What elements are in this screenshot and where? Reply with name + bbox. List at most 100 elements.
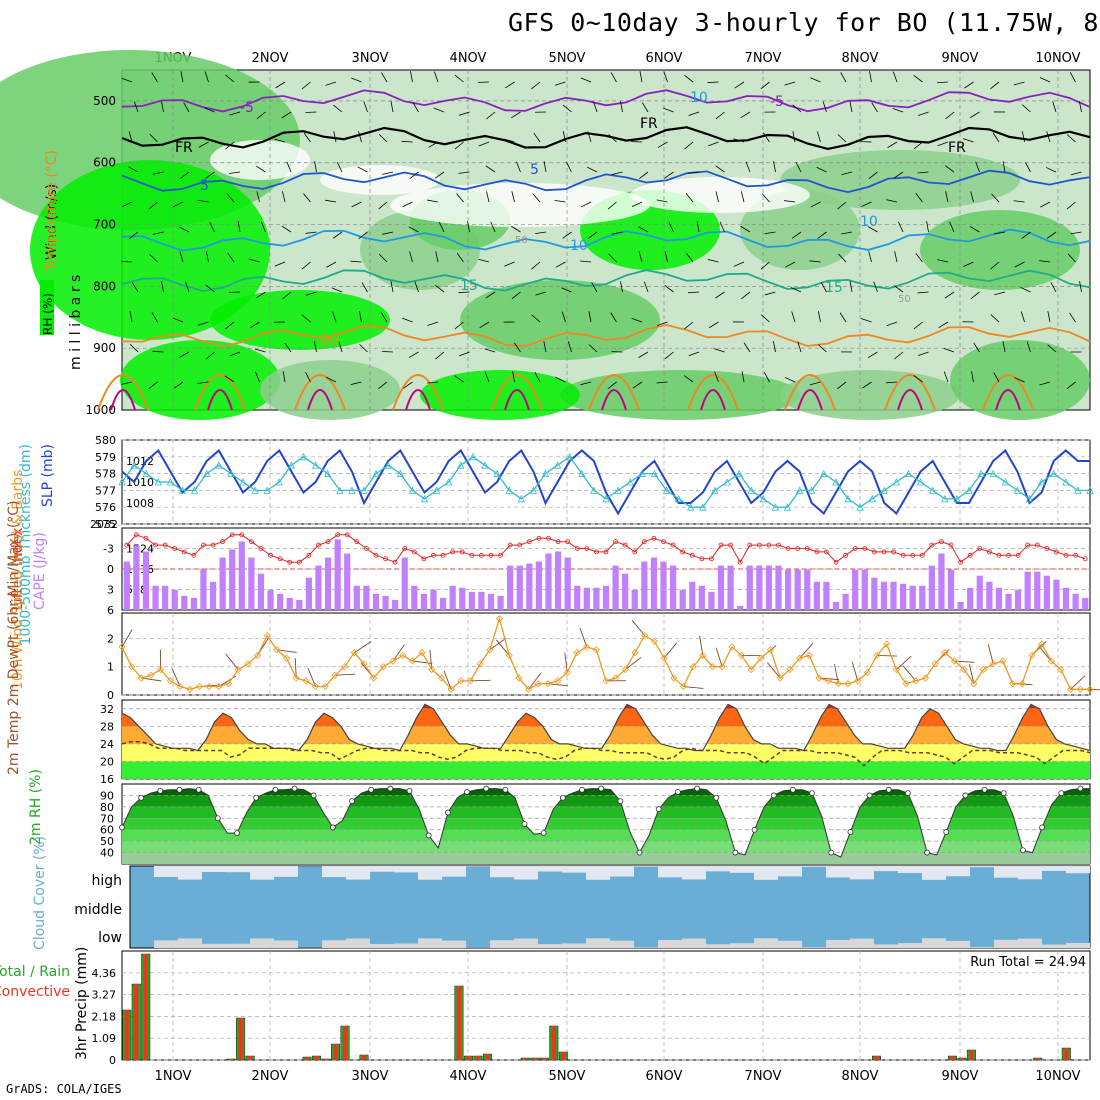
thickness-marker bbox=[868, 494, 876, 503]
wind-barb bbox=[250, 321, 260, 329]
wind-barb bbox=[254, 348, 266, 353]
wind-barb bbox=[566, 161, 572, 173]
isotherm-lobe bbox=[194, 374, 246, 411]
wind-barb bbox=[949, 221, 955, 233]
wind-barb bbox=[554, 199, 566, 203]
cape-bar bbox=[411, 585, 418, 610]
wind-marker bbox=[621, 665, 629, 674]
wind-barb bbox=[841, 171, 853, 176]
wind-barb bbox=[378, 381, 388, 390]
isotherm-lobe bbox=[392, 374, 444, 411]
isotherm-lobe bbox=[110, 389, 136, 411]
cape-bar bbox=[162, 585, 169, 610]
wind-barb bbox=[148, 381, 158, 389]
wind-barb bbox=[741, 291, 751, 300]
wind-marker bbox=[1008, 680, 1017, 688]
wind-barb bbox=[849, 101, 853, 113]
wind-barb bbox=[456, 252, 464, 263]
wind-marker bbox=[766, 646, 775, 654]
wind-barb bbox=[1002, 161, 1006, 173]
wind-barb bbox=[435, 284, 445, 293]
cloud-high-block bbox=[994, 866, 1018, 878]
wind-barb bbox=[991, 193, 1000, 203]
wind-barb bbox=[152, 231, 164, 235]
li-marker bbox=[124, 542, 130, 548]
thickness-axis-label: 1000-500mb Thickness (dm) bbox=[18, 444, 34, 645]
wind-marker bbox=[1047, 657, 1055, 665]
cloud-high-block bbox=[562, 866, 586, 873]
wind-barb bbox=[892, 71, 898, 83]
rh-band bbox=[122, 806, 1090, 819]
cape-bar bbox=[420, 593, 428, 610]
wind-barb bbox=[708, 141, 719, 147]
cape-bar bbox=[1082, 597, 1089, 610]
wind-barb bbox=[282, 191, 286, 203]
cape-bar bbox=[277, 593, 284, 610]
wind-barb bbox=[151, 312, 158, 323]
li-marker bbox=[1063, 552, 1069, 558]
thickness-marker bbox=[1025, 494, 1034, 503]
wind-marker bbox=[921, 674, 930, 682]
li-marker bbox=[785, 546, 791, 551]
cloud-high-block bbox=[250, 866, 274, 880]
wind-marker bbox=[970, 680, 978, 688]
wind-marker bbox=[389, 657, 397, 665]
cloud-low-block bbox=[706, 944, 730, 948]
wind-barb bbox=[968, 664, 975, 684]
precip-axis-label: 3hr Precip (mm) bbox=[74, 947, 90, 1060]
wind-barb bbox=[656, 381, 668, 384]
wind-barb bbox=[357, 166, 368, 173]
cape-bar bbox=[545, 553, 552, 610]
cloud-high-block bbox=[490, 866, 514, 878]
rh-band bbox=[122, 841, 1090, 853]
wind-barb bbox=[917, 351, 929, 357]
precip-conv-bar bbox=[532, 1058, 537, 1060]
wind-barb bbox=[485, 165, 496, 173]
cape-bar bbox=[708, 591, 715, 610]
wind-barb bbox=[378, 133, 388, 143]
wind-marker bbox=[312, 682, 320, 691]
isotherm-lobe bbox=[588, 374, 640, 411]
precip-conv-bar bbox=[466, 1056, 471, 1060]
wind-marker bbox=[1086, 685, 1094, 693]
wind-barb bbox=[496, 639, 510, 656]
wind-barb bbox=[173, 381, 184, 389]
wind-barb bbox=[656, 321, 668, 326]
wind-marker bbox=[215, 682, 223, 691]
wind-marker bbox=[244, 660, 252, 668]
cape-bar bbox=[756, 565, 763, 610]
thickness-marker bbox=[336, 486, 344, 494]
precip-conv-bar bbox=[124, 1010, 129, 1060]
cape-bar bbox=[602, 585, 610, 610]
rh-marker bbox=[425, 832, 432, 839]
thickness-marker bbox=[759, 494, 767, 503]
wind-barb bbox=[913, 141, 923, 150]
thickness-marker bbox=[856, 503, 864, 511]
wind-barb bbox=[871, 102, 878, 113]
wind-barb bbox=[458, 291, 470, 293]
date-label-top: 10NOV bbox=[1035, 51, 1080, 66]
wind-barb bbox=[562, 104, 572, 113]
dewpoint-line bbox=[121, 740, 1091, 767]
thickness-marker bbox=[1086, 486, 1094, 494]
wind-marker bbox=[205, 682, 213, 691]
isotherm-5 bbox=[121, 169, 1091, 194]
wind-barb bbox=[917, 111, 929, 116]
wind-barb bbox=[454, 375, 464, 383]
wind-barb bbox=[816, 166, 827, 173]
wind-barb bbox=[1040, 201, 1051, 208]
wind-barb bbox=[443, 670, 452, 690]
cloud-high-block bbox=[274, 866, 298, 877]
wind-barb bbox=[772, 341, 776, 353]
cloud-low-block bbox=[802, 947, 826, 948]
cape-bar bbox=[305, 577, 313, 610]
wind-marker bbox=[292, 674, 300, 682]
wind-marker bbox=[689, 663, 697, 671]
li-marker bbox=[833, 559, 839, 565]
li-marker bbox=[392, 559, 398, 565]
wind-barb bbox=[817, 311, 821, 323]
li-marker bbox=[546, 535, 551, 541]
cape-bar bbox=[689, 581, 696, 610]
y-axis-label-temperature: Temperature (°C) bbox=[44, 150, 60, 272]
thickness-marker bbox=[190, 486, 199, 494]
